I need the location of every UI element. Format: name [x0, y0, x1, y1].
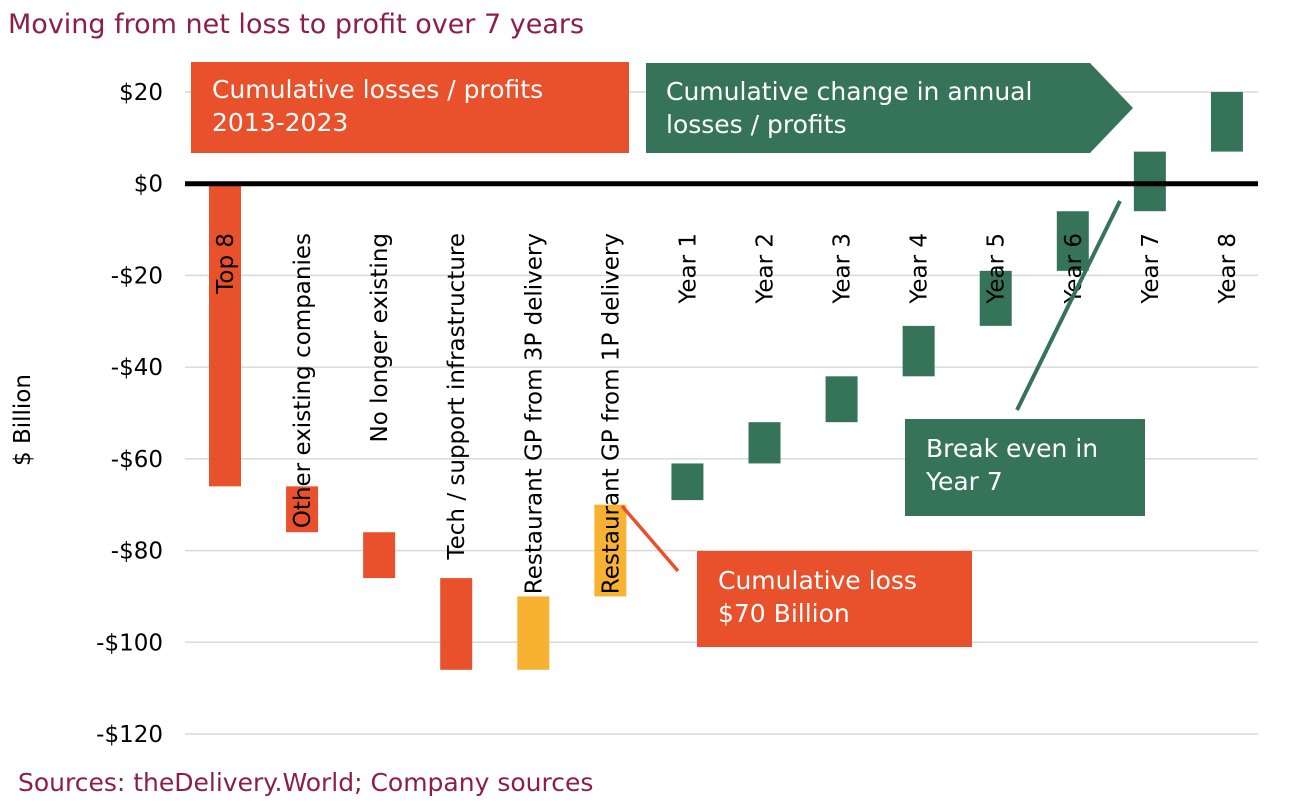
bars	[209, 92, 1243, 670]
break-even-text: Year 7	[925, 467, 1003, 496]
losses-header-text: Cumulative losses / profits	[212, 75, 543, 104]
category-label: No longer existing	[367, 233, 393, 442]
bar-6	[594, 504, 627, 597]
category-label: Tech / support infrastructure	[444, 233, 470, 561]
category-label: Other existing companies	[290, 233, 316, 528]
bar-11	[979, 270, 1012, 326]
category-label: Year 3	[830, 233, 856, 305]
category-label: Year 1	[675, 233, 701, 305]
cum-loss-box	[697, 551, 972, 647]
bar-8	[748, 422, 781, 464]
y-tick-label: -$40	[111, 355, 163, 381]
category-label: Year 8	[1215, 233, 1241, 305]
y-tick-label: -$20	[111, 263, 163, 289]
cum-loss-connector	[620, 504, 680, 573]
bar-2	[286, 486, 319, 533]
change-header-text: Cumulative change in annual	[666, 77, 1032, 106]
bar-12	[1056, 211, 1089, 271]
chart-title: Moving from net loss to profit over 7 ye…	[8, 9, 584, 40]
y-tick-label: -$120	[96, 722, 163, 748]
category-label: Year 5	[984, 233, 1010, 305]
losses-header-text: 2013-2023	[212, 108, 348, 137]
category-labels: Top 8 Other existing companies No longer e…	[213, 233, 1241, 594]
bar-9	[825, 376, 858, 423]
y-tick-label: -$80	[111, 539, 163, 565]
change-header-text: losses / profits	[666, 110, 846, 139]
category-label: Year 7	[1138, 233, 1164, 305]
change-header-arrow	[646, 63, 1133, 153]
y-tick-label: $0	[134, 172, 163, 198]
category-label: Top 8	[213, 233, 239, 295]
break-even-box	[905, 419, 1145, 516]
y-tick-label: $20	[119, 80, 163, 106]
bar-7	[671, 463, 704, 501]
cum-loss-text: $70 Billion	[718, 599, 850, 628]
category-label: Year 4	[907, 233, 933, 305]
bar-10	[902, 325, 935, 377]
bar-1	[209, 183, 241, 487]
source-note: Sources: theDelivery.World; Company sour…	[18, 768, 593, 797]
break-even-text: Break even in	[926, 434, 1098, 463]
y-tick-label: -$100	[96, 630, 163, 656]
losses-header-box	[191, 62, 629, 153]
bar-4	[440, 578, 473, 670]
break-even-connector	[1015, 200, 1122, 411]
bar-14	[1210, 92, 1243, 152]
bar-5	[517, 596, 550, 670]
bar-3	[363, 532, 396, 579]
category-label: Year 2	[753, 233, 779, 305]
cum-loss-text: Cumulative loss	[718, 566, 917, 595]
y-tick-label: -$60	[111, 447, 163, 473]
y-axis-label: $ Billion	[10, 374, 36, 466]
category-label: Restaurant GP from 3P delivery	[521, 233, 547, 594]
category-label: Restaurant GP from 1P delivery	[598, 233, 624, 594]
annotations: Cumulative losses / profits 2013-2023 Cumu…	[191, 62, 1145, 647]
y-axis-ticks: $20 $0 -$20 -$40 -$60 -$80 -$100 -$120	[96, 80, 163, 748]
